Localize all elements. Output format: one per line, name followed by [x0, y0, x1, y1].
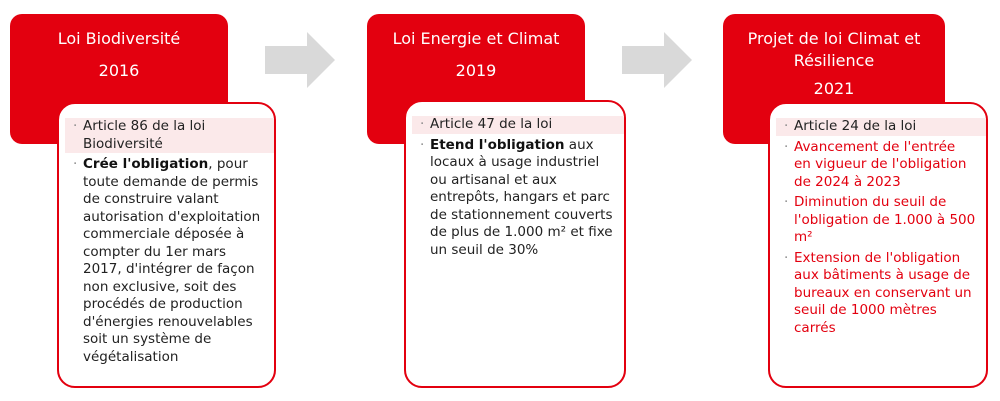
arrow-right-icon	[622, 32, 692, 88]
bullet: Extension de l'obligation aux bâtiments …	[784, 250, 976, 338]
step-title: Loi Energie et Climat	[392, 29, 560, 48]
step-title: Loi Biodiversité	[57, 29, 181, 48]
bullet: Article 86 de la loi Biodiversité	[65, 118, 274, 153]
step-year: 2019	[455, 61, 497, 80]
step-year: 2016	[98, 61, 140, 80]
bullet: Crée l'obligation, pour toute demande de…	[73, 156, 264, 366]
step-card-2019: Article 47 de la loi Etend l'obligation …	[404, 100, 626, 388]
step-card-2021: Article 24 de la loi Avancement de l'ent…	[768, 102, 988, 388]
step-card-2016: Article 86 de la loi Biodiversité Crée l…	[57, 102, 276, 388]
bullet: Article 24 de la loi	[776, 118, 986, 136]
arrow-right-icon	[265, 32, 335, 88]
bullet: Avancement de l'entrée en vigueur de l'o…	[784, 139, 976, 192]
bullet: Etend l'obligation aux locaux à usage in…	[420, 137, 614, 260]
bullet: Article 47 de la loi	[412, 116, 624, 134]
step-year: 2021	[813, 79, 855, 98]
step-title: Projet de loi Climat et Résilience	[747, 29, 921, 70]
bullet: Diminution du seuil de l'obligation de 1…	[784, 194, 976, 247]
